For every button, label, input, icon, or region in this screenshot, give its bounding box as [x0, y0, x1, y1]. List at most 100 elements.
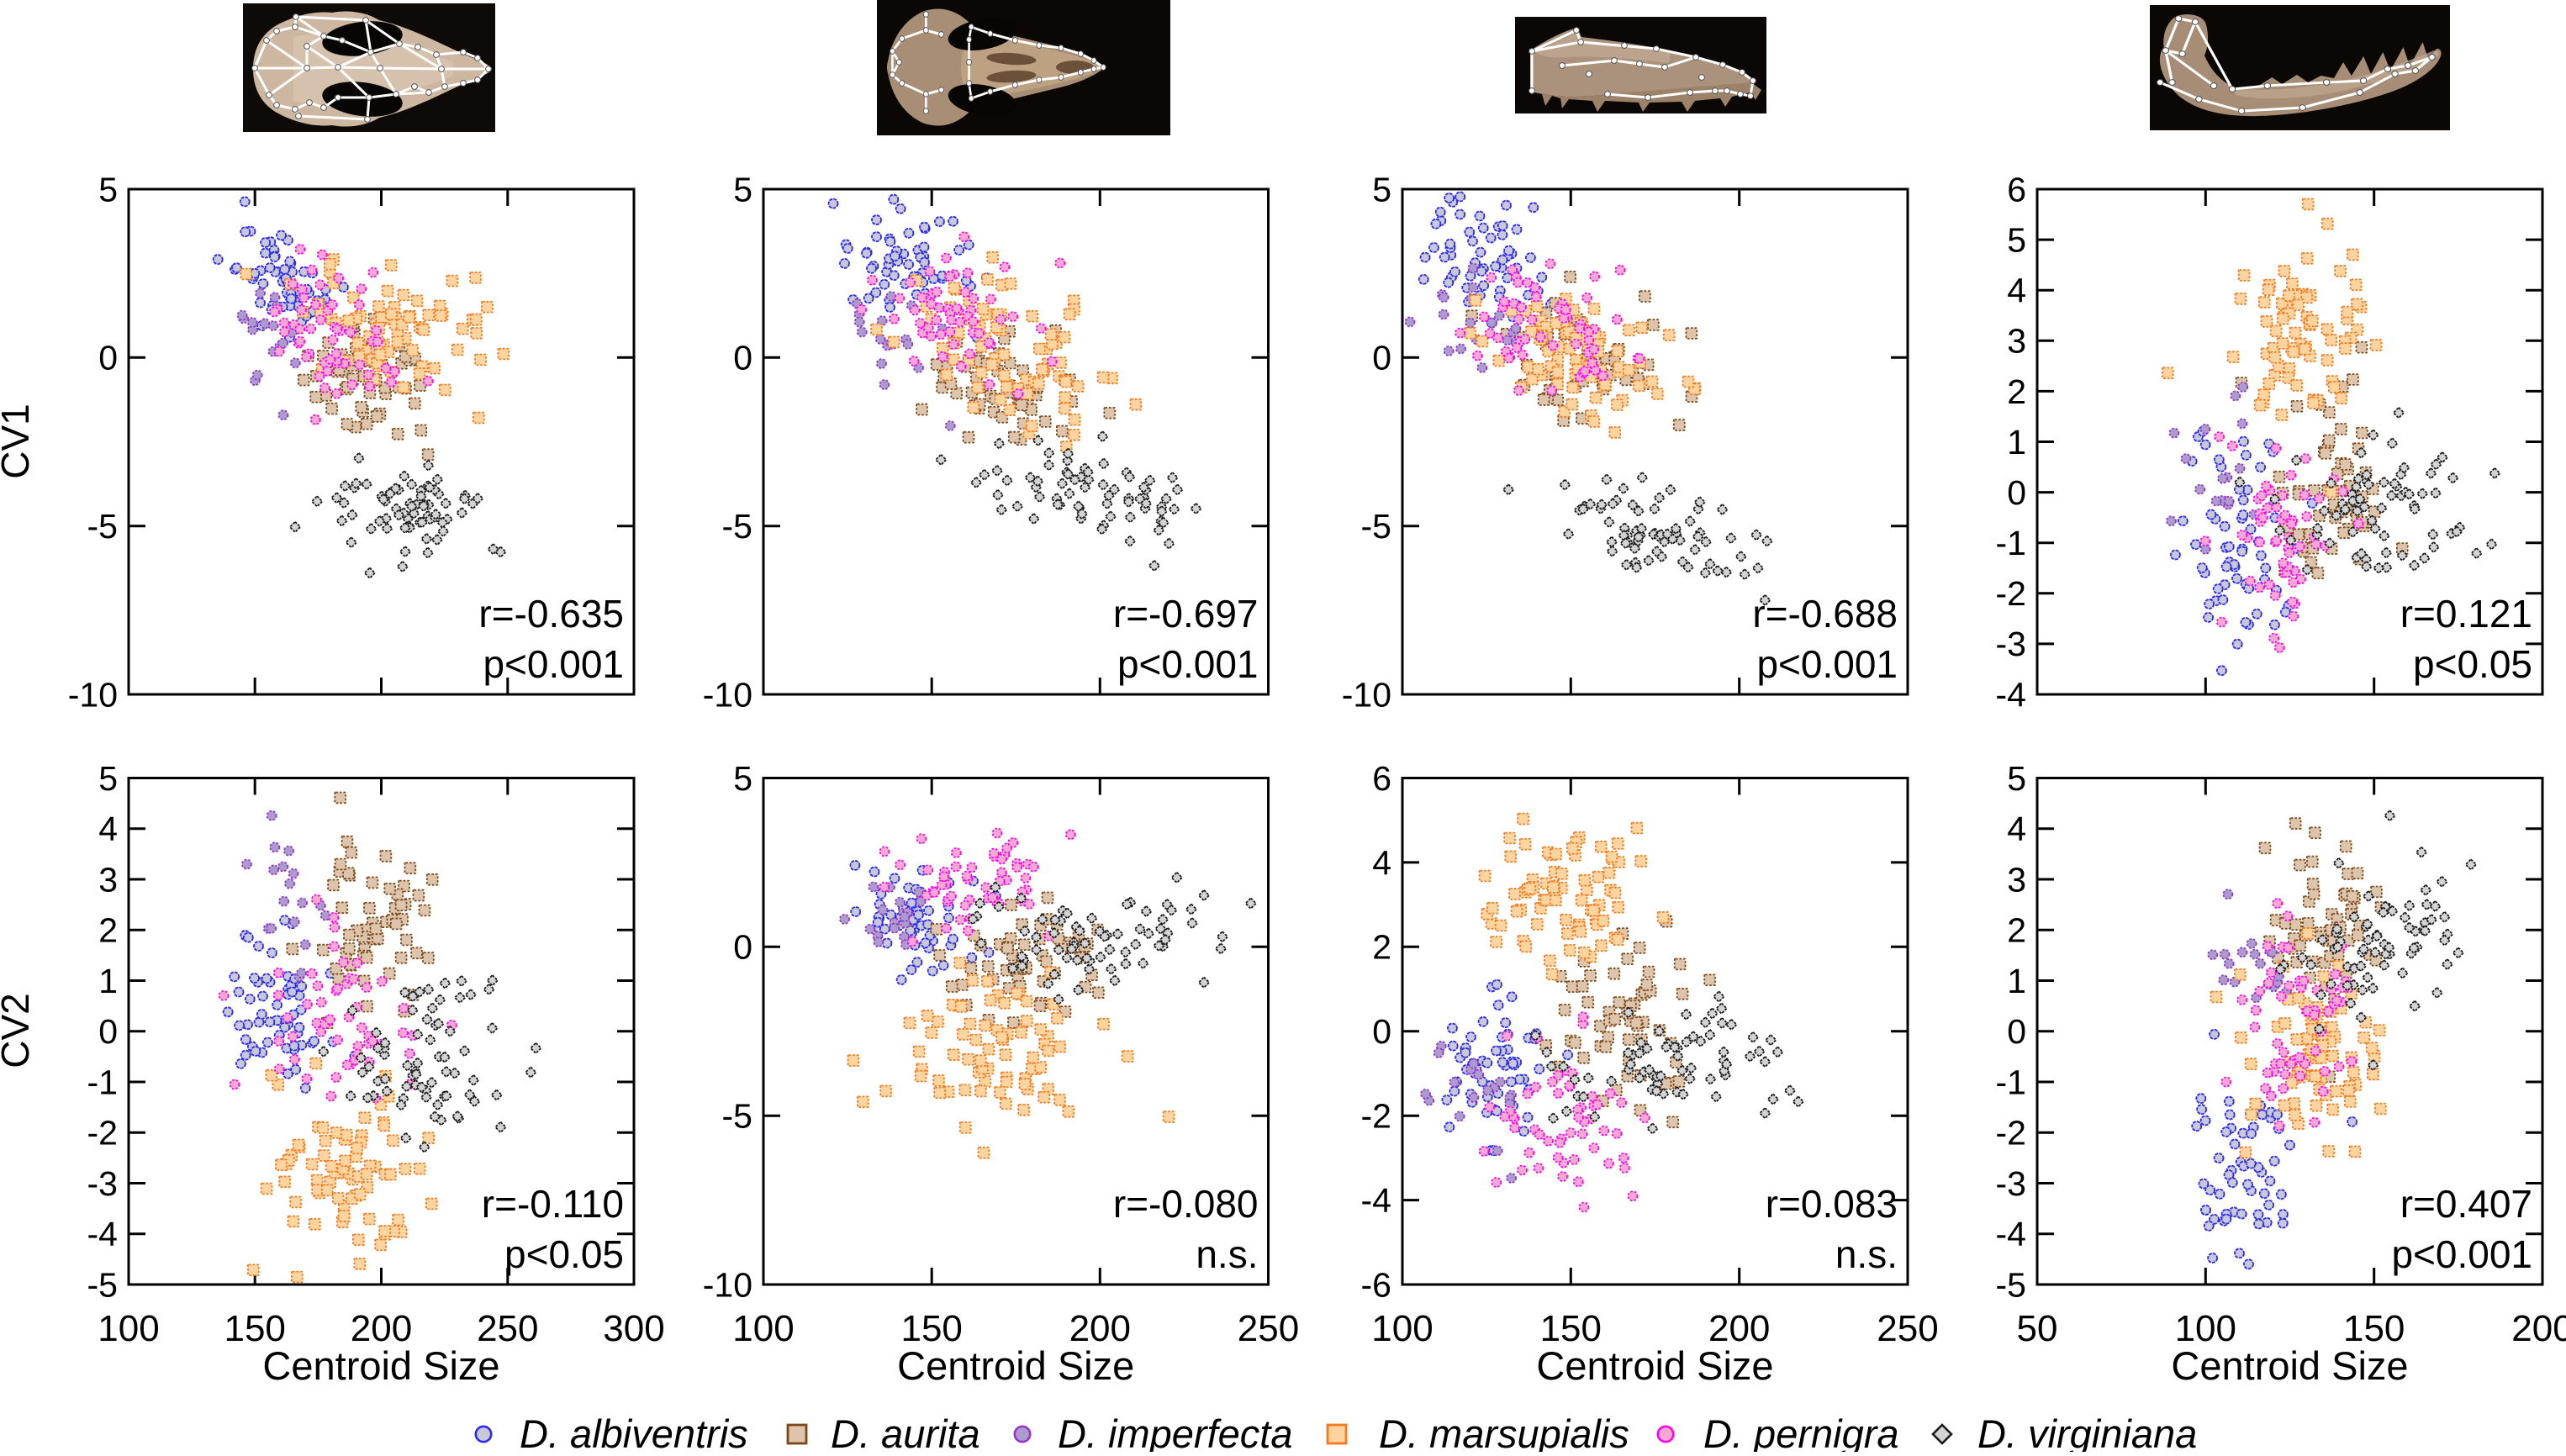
svg-text:4: 4	[1372, 843, 1391, 882]
svg-text:-5: -5	[87, 1265, 118, 1304]
svg-text:p<0.05: p<0.05	[2413, 642, 2532, 686]
svg-text:CV1: CV1	[0, 404, 37, 478]
svg-text:300: 300	[603, 1308, 664, 1349]
svg-text:-3: -3	[87, 1164, 118, 1203]
svg-text:r=-0.080: r=-0.080	[1113, 1182, 1259, 1226]
svg-text:r=0.407: r=0.407	[2400, 1182, 2532, 1226]
svg-text:-6: -6	[1361, 1265, 1391, 1304]
svg-text:-4: -4	[1361, 1181, 1391, 1220]
svg-text:Centroid Size: Centroid Size	[2171, 1343, 2408, 1388]
svg-text:0: 0	[2007, 473, 2026, 512]
svg-text:100: 100	[2175, 1308, 2236, 1349]
svg-text:250: 250	[1877, 1308, 1938, 1349]
svg-text:150: 150	[1540, 1308, 1602, 1349]
svg-text:4: 4	[2007, 272, 2026, 310]
svg-text:6: 6	[1372, 759, 1391, 798]
svg-text:200: 200	[1069, 1308, 1131, 1349]
svg-text:D. virginiana: D. virginiana	[1977, 1411, 2197, 1452]
svg-text:Centroid Size: Centroid Size	[1536, 1343, 1773, 1388]
svg-text:p<0.001: p<0.001	[1756, 642, 1898, 686]
svg-text:1: 1	[98, 962, 118, 1000]
svg-text:-4: -4	[1996, 1215, 2026, 1253]
svg-text:0: 0	[98, 339, 118, 377]
svg-text:Centroid Size: Centroid Size	[897, 1343, 1134, 1388]
svg-text:150: 150	[224, 1308, 285, 1349]
svg-text:250: 250	[477, 1308, 538, 1349]
svg-text:r=-0.688: r=-0.688	[1752, 592, 1898, 636]
svg-text:p<0.001: p<0.001	[483, 642, 624, 686]
svg-text:5: 5	[733, 759, 752, 798]
svg-text:2: 2	[2007, 372, 2026, 411]
svg-text:D. marsupialis: D. marsupialis	[1379, 1411, 1629, 1452]
svg-text:0: 0	[1372, 339, 1391, 377]
svg-text:D. aurita: D. aurita	[831, 1411, 980, 1452]
svg-text:-10: -10	[703, 1265, 752, 1304]
svg-text:r=0.083: r=0.083	[1766, 1182, 1898, 1226]
svg-text:-5: -5	[87, 507, 118, 546]
svg-text:0: 0	[2007, 1012, 2026, 1051]
svg-text:D. albiventris: D. albiventris	[520, 1411, 748, 1452]
svg-text:D. imperfecta: D. imperfecta	[1058, 1411, 1292, 1452]
svg-text:1: 1	[2007, 962, 2026, 1000]
svg-text:-2: -2	[1996, 1114, 2026, 1153]
svg-text:Centroid Size: Centroid Size	[262, 1343, 499, 1388]
svg-text:2: 2	[98, 911, 118, 950]
svg-text:-10: -10	[68, 675, 118, 714]
svg-text:0: 0	[733, 928, 752, 967]
svg-text:-4: -4	[1996, 675, 2026, 714]
svg-text:100: 100	[732, 1308, 794, 1349]
svg-text:n.s.: n.s.	[1835, 1232, 1898, 1276]
svg-text:D. pernigra: D. pernigra	[1703, 1411, 1899, 1452]
svg-text:r=-0.110: r=-0.110	[482, 1182, 624, 1226]
svg-text:0: 0	[733, 339, 752, 377]
svg-text:-5: -5	[1361, 507, 1391, 546]
svg-text:-3: -3	[1996, 1164, 2026, 1203]
svg-text:200: 200	[2511, 1308, 2566, 1349]
svg-text:200: 200	[1708, 1308, 1770, 1349]
svg-text:p<0.05: p<0.05	[504, 1232, 624, 1276]
svg-text:-3: -3	[1996, 625, 2026, 663]
svg-text:-10: -10	[703, 675, 752, 714]
svg-text:-5: -5	[1996, 1265, 2026, 1304]
svg-text:50: 50	[2017, 1308, 2058, 1349]
svg-text:-5: -5	[722, 1097, 752, 1136]
svg-text:5: 5	[98, 759, 118, 798]
svg-text:5: 5	[98, 170, 118, 208]
svg-text:150: 150	[2343, 1308, 2405, 1349]
svg-text:3: 3	[2007, 322, 2026, 361]
svg-text:-1: -1	[1996, 1063, 2026, 1101]
svg-text:5: 5	[733, 170, 752, 208]
svg-text:100: 100	[1371, 1308, 1433, 1349]
svg-text:-2: -2	[87, 1114, 118, 1153]
svg-text:-10: -10	[1342, 675, 1391, 714]
svg-text:5: 5	[2007, 221, 2026, 260]
svg-text:-2: -2	[1996, 574, 2026, 613]
svg-text:6: 6	[2007, 170, 2026, 208]
svg-text:200: 200	[351, 1308, 412, 1349]
svg-text:-1: -1	[1996, 524, 2026, 562]
svg-text:n.s.: n.s.	[1196, 1232, 1258, 1276]
svg-text:3: 3	[2007, 860, 2026, 899]
svg-text:r=-0.635: r=-0.635	[478, 592, 624, 636]
svg-text:-5: -5	[722, 507, 752, 546]
svg-text:CV2: CV2	[0, 993, 37, 1068]
svg-text:r=-0.697: r=-0.697	[1113, 592, 1259, 636]
svg-text:250: 250	[1238, 1308, 1299, 1349]
svg-text:5: 5	[1372, 170, 1391, 208]
svg-text:1: 1	[2007, 423, 2026, 462]
svg-text:100: 100	[98, 1308, 159, 1349]
svg-text:5: 5	[2007, 759, 2026, 798]
svg-text:4: 4	[98, 810, 118, 848]
svg-text:p<0.001: p<0.001	[1117, 642, 1259, 686]
svg-text:3: 3	[98, 860, 118, 899]
svg-text:0: 0	[1372, 1012, 1391, 1051]
svg-text:2: 2	[2007, 911, 2026, 950]
svg-text:4: 4	[2007, 810, 2026, 848]
svg-text:0: 0	[98, 1012, 118, 1051]
svg-text:150: 150	[900, 1308, 962, 1349]
svg-text:-1: -1	[87, 1063, 118, 1101]
svg-text:-4: -4	[87, 1215, 118, 1253]
svg-text:-2: -2	[1361, 1097, 1391, 1136]
svg-text:r=0.121: r=0.121	[2400, 592, 2532, 636]
svg-text:p<0.001: p<0.001	[2391, 1232, 2532, 1276]
